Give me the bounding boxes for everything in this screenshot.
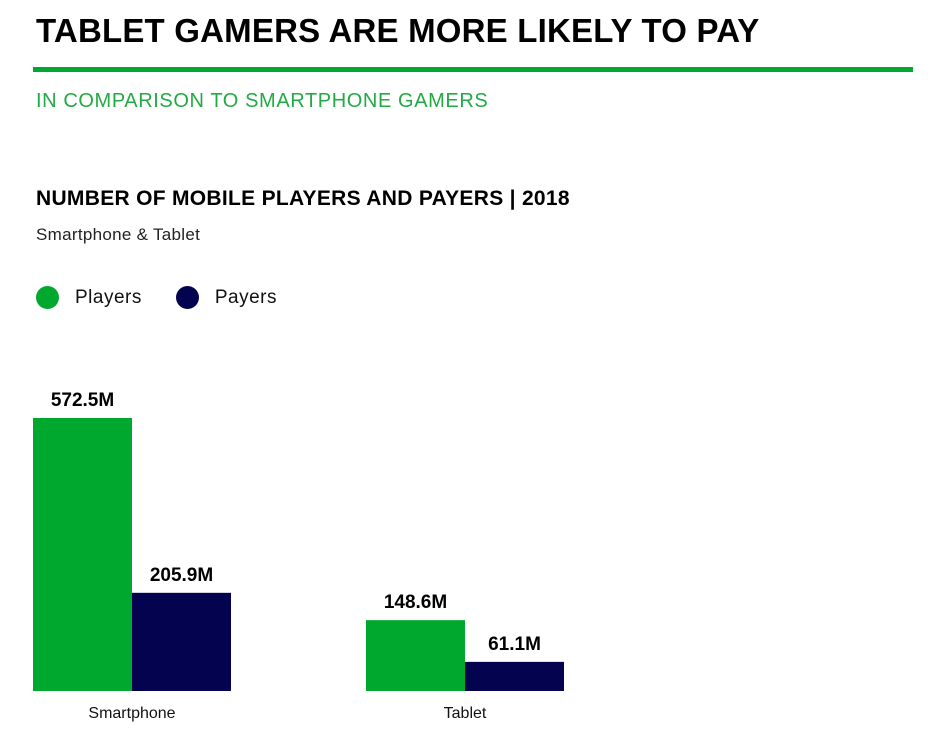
category-label-smartphone: Smartphone [88, 705, 175, 722]
legend-item-payers: Payers [175, 286, 277, 309]
legend-label-payers: Payers [214, 286, 277, 308]
chart-subtitle: Smartphone & Tablet [36, 225, 201, 244]
data-label-players-smartphone: 572.5M [51, 390, 114, 411]
data-label-payers-smartphone: 205.9M [150, 565, 213, 586]
chart-title: NUMBER OF MOBILE PLAYERS AND PAYERS | 20… [36, 187, 570, 210]
data-label-payers-tablet: 61.1M [488, 634, 541, 655]
legend-item-players: Players [36, 286, 142, 309]
category-label-tablet: Tablet [444, 705, 487, 722]
bar-payers-tablet [465, 661, 564, 691]
bar-players-smartphone [33, 418, 132, 691]
legend-swatch-payers [175, 286, 199, 309]
page-subtitle: IN COMPARISON TO SMARTPHONE GAMERS [36, 90, 489, 112]
data-label-players-tablet: 148.6M [384, 592, 447, 613]
legend-label-players: Players [75, 286, 142, 308]
legend-swatch-players [36, 286, 59, 309]
bar-players-tablet [366, 620, 465, 691]
bar-payers-smartphone [132, 592, 231, 691]
title-divider [33, 67, 913, 72]
page-title: TABLET GAMERS ARE MORE LIKELY TO PAY [36, 12, 760, 49]
chart-legend: Players Payers [36, 286, 311, 309]
